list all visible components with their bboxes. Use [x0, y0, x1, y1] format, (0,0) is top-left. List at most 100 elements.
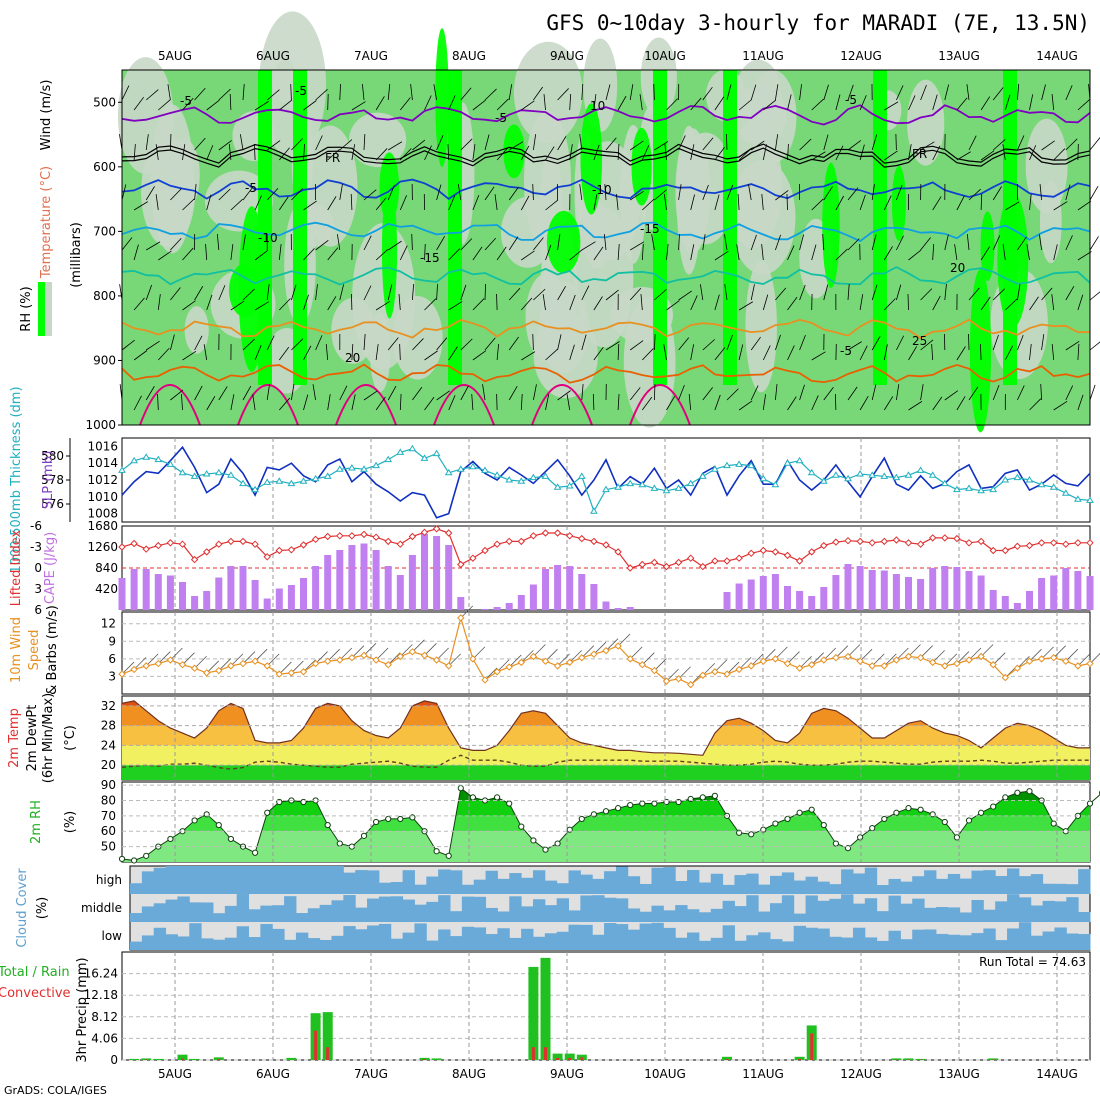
- wind-barb: [847, 187, 859, 201]
- cloud-cell: [236, 866, 250, 894]
- precip-convective-bar: [568, 1057, 572, 1060]
- contour-label: -5: [245, 181, 257, 195]
- wind-barb: [545, 394, 550, 411]
- wind-barb: [133, 244, 139, 261]
- wind-barb: [424, 95, 432, 111]
- wind-barb: [980, 246, 991, 261]
- wind-barb: [871, 184, 875, 201]
- wind-barb: [1053, 400, 1068, 411]
- wind-barb: [145, 89, 159, 101]
- y-tick-label: 1000: [85, 418, 116, 432]
- ylabel-wind10-2: Speed: [27, 630, 42, 671]
- cloud-cell: [1018, 922, 1032, 950]
- wind-barb: [315, 89, 328, 101]
- rh-marker: [143, 852, 150, 859]
- thickness-marker: [1037, 480, 1046, 488]
- cloud-cell: [426, 940, 439, 950]
- precip-convective-bar: [217, 1058, 221, 1060]
- wind-barb: [337, 234, 341, 251]
- wind-barb: [121, 237, 133, 251]
- x-tick-label-top: 5AUG: [158, 49, 192, 63]
- wind-barb: [702, 387, 713, 401]
- cloud-cell: [1007, 928, 1020, 950]
- wind-barb: [908, 249, 922, 261]
- wind-barb: [944, 84, 950, 101]
- wind-barb: [279, 298, 291, 311]
- precip-total-bar: [564, 1053, 575, 1060]
- cloud-cell: [793, 880, 807, 894]
- wind-barb: [980, 343, 982, 361]
- wind-barb: [158, 347, 170, 361]
- wind-barb: [750, 84, 757, 101]
- wind-barb: [702, 184, 709, 201]
- wind-marker: [517, 658, 526, 667]
- precip-total-bar: [189, 1058, 200, 1060]
- wind-barb: [1065, 340, 1080, 351]
- wind-barb: [327, 148, 340, 161]
- wind-barb: [1029, 344, 1032, 361]
- wind-barb: [1029, 94, 1034, 111]
- thickness-marker: [384, 455, 393, 463]
- cloud-cell: [260, 923, 273, 950]
- thickness-marker: [928, 471, 937, 478]
- wind-barb: [859, 194, 866, 211]
- lifted-marker: [892, 536, 901, 544]
- wind-barb: [157, 294, 161, 311]
- wind-marker: [444, 662, 453, 670]
- cape-bar: [421, 534, 428, 610]
- rh-marker: [808, 806, 815, 813]
- wind-barb: [603, 234, 607, 251]
- wind-barb: [508, 336, 519, 351]
- wind-barb: [690, 344, 695, 361]
- rh-marker: [506, 800, 513, 807]
- wind-marker: [396, 652, 405, 661]
- wind-marker: [565, 658, 574, 667]
- wind-barb: [1077, 251, 1092, 261]
- cloud-cell: [248, 937, 261, 950]
- wind-barb: [748, 184, 752, 201]
- wind-marker: [481, 676, 489, 684]
- cloud-cell: [343, 926, 356, 950]
- cloud-cell: [935, 906, 949, 922]
- wind-barb: [859, 294, 864, 311]
- rh-marker: [978, 809, 985, 816]
- precip-convective-bar: [423, 1058, 426, 1060]
- wind-barb: [508, 141, 524, 151]
- rh-marker: [264, 809, 271, 816]
- lifted-marker: [336, 532, 344, 540]
- wind-barb: [605, 341, 620, 351]
- wind-barb: [448, 248, 461, 261]
- cloud-cell: [450, 870, 463, 894]
- cape-bar: [154, 574, 162, 610]
- wind-barb: [266, 89, 280, 101]
- wind-barb: [424, 298, 437, 311]
- wind-barb: [412, 386, 423, 401]
- cloud-cell: [805, 895, 818, 922]
- wind-barb: [533, 86, 543, 101]
- temp-band: [122, 765, 1090, 780]
- cloud-cell: [532, 899, 546, 922]
- cloud-cell: [924, 907, 937, 922]
- cloud-cell: [876, 911, 890, 922]
- cloud-cell: [663, 910, 676, 922]
- wind-barb: [218, 285, 226, 301]
- wind-barb-10m: [182, 652, 195, 665]
- thickness-marker: [989, 485, 998, 493]
- cloud-cell: [307, 866, 321, 894]
- rh-legend-light: [45, 282, 52, 336]
- rh-marker: [941, 818, 948, 826]
- wind-barb: [1041, 140, 1055, 151]
- wind-barb: [678, 290, 692, 301]
- slp-tick: 1008: [87, 507, 118, 521]
- wind-barb: [724, 284, 728, 301]
- wind-barb: [847, 341, 862, 351]
- rh-marker: [639, 800, 646, 807]
- wind-barb-10m: [460, 605, 474, 619]
- rh-tick: 70: [101, 809, 116, 823]
- cloud-cell: [473, 896, 487, 922]
- wind-barb: [617, 95, 627, 111]
- wind-barb: [170, 133, 172, 151]
- cloud-cell: [900, 939, 913, 950]
- wind-marker: [529, 652, 538, 661]
- cloud-cell: [224, 905, 238, 922]
